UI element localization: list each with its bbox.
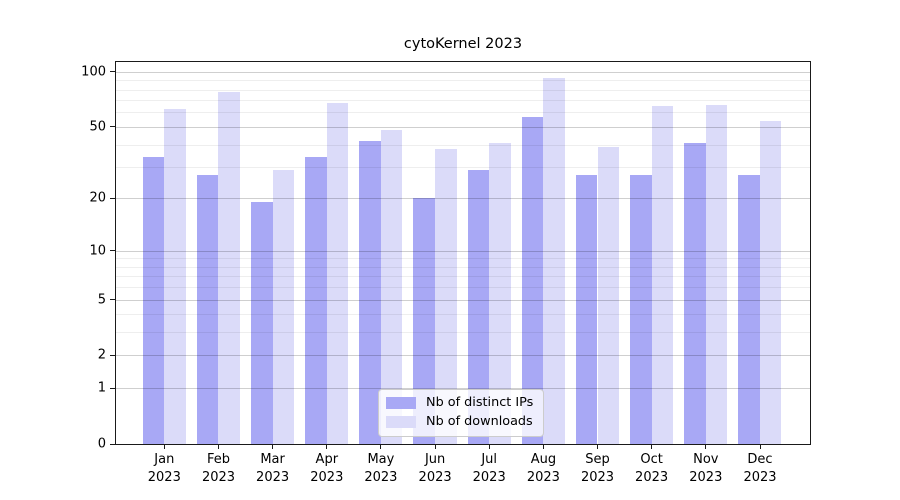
bar-downloads bbox=[597, 146, 620, 444]
x-tick-label: Jul 2023 bbox=[472, 452, 506, 485]
x-tick-mark bbox=[759, 445, 761, 449]
legend-swatch-downloads bbox=[386, 416, 416, 428]
gridline-major bbox=[116, 355, 810, 357]
bar-distinct-ips bbox=[521, 116, 544, 444]
x-tick-label: Nov 2023 bbox=[689, 452, 723, 485]
bar-distinct-ips bbox=[630, 175, 652, 444]
bar-distinct-ips bbox=[251, 202, 273, 444]
y-tick-mark bbox=[110, 354, 116, 356]
legend-item-downloads: Nb of downloads bbox=[386, 414, 533, 430]
bar-distinct-ips bbox=[467, 169, 490, 444]
x-tick-label: Aug 2023 bbox=[526, 452, 560, 485]
gridline-minor bbox=[116, 167, 810, 168]
gridline-minor bbox=[116, 89, 810, 91]
bar-downloads bbox=[435, 148, 457, 444]
bar-downloads bbox=[489, 142, 511, 444]
y-tick-mark bbox=[110, 443, 116, 445]
grid-layer bbox=[116, 62, 810, 444]
x-tick-label: Jan 2023 bbox=[147, 452, 181, 485]
gridline-minor bbox=[116, 80, 810, 82]
x-tick-mark bbox=[326, 445, 328, 449]
y-tick-label: 100 bbox=[81, 64, 106, 80]
x-tick-label: Dec 2023 bbox=[743, 452, 777, 485]
bar-downloads bbox=[272, 169, 295, 444]
bar-downloads bbox=[543, 77, 565, 444]
y-tick-label: 0 bbox=[97, 436, 106, 452]
x-tick-label: May 2023 bbox=[364, 452, 398, 485]
bar-downloads bbox=[380, 130, 403, 444]
x-tick-mark bbox=[488, 445, 490, 449]
gridline-minor bbox=[116, 314, 810, 316]
gridline-major bbox=[116, 126, 810, 128]
y-tick-mark bbox=[110, 197, 116, 199]
gridline-major bbox=[116, 250, 810, 252]
gridline-major bbox=[116, 388, 810, 390]
gridline-major bbox=[116, 198, 810, 200]
x-tick-label: Oct 2023 bbox=[635, 452, 669, 485]
legend: Nb of distinct IPs Nb of downloads bbox=[378, 389, 545, 437]
bar-downloads bbox=[218, 91, 240, 444]
gridline-minor bbox=[116, 144, 810, 146]
bar-distinct-ips bbox=[413, 198, 435, 444]
y-tick-label: 1 bbox=[97, 380, 106, 396]
bar-distinct-ips bbox=[738, 175, 760, 444]
legend-swatch-distinct-ips bbox=[386, 397, 416, 409]
x-tick-label: Sep 2023 bbox=[580, 452, 615, 485]
x-tick-mark bbox=[163, 445, 165, 449]
y-tick-label: 50 bbox=[89, 119, 106, 135]
x-tick-label: Apr 2023 bbox=[310, 452, 344, 485]
bar-downloads bbox=[705, 104, 728, 444]
y-tick-mark bbox=[110, 126, 116, 128]
gridline-minor bbox=[116, 287, 810, 289]
y-tick-label: 20 bbox=[89, 190, 106, 206]
bar-distinct-ips bbox=[305, 157, 327, 444]
bar-distinct-ips bbox=[196, 175, 219, 444]
x-tick-mark bbox=[272, 445, 274, 449]
y-tick-mark bbox=[110, 387, 116, 389]
gridline-minor bbox=[116, 258, 810, 260]
y-tick-label: 2 bbox=[97, 347, 106, 363]
bar-distinct-ips bbox=[359, 140, 381, 444]
gridline-minor bbox=[116, 332, 810, 334]
chart-title: cytoKernel 2023 bbox=[403, 36, 523, 52]
y-tick-mark bbox=[110, 250, 116, 252]
x-tick-mark bbox=[597, 445, 598, 449]
legend-label-downloads: Nb of downloads bbox=[426, 414, 533, 429]
bar-downloads bbox=[164, 108, 186, 444]
bar-downloads bbox=[326, 102, 349, 444]
x-tick-mark bbox=[380, 445, 382, 449]
bar-distinct-ips bbox=[684, 142, 706, 444]
x-tick-mark bbox=[434, 445, 436, 449]
bars-layer bbox=[116, 62, 810, 444]
x-tick-label: Feb 2023 bbox=[201, 452, 236, 485]
x-tick-mark bbox=[542, 445, 544, 449]
gridline-minor bbox=[116, 100, 810, 102]
plot-area: Nb of distinct IPs Nb of downloads bbox=[115, 61, 811, 445]
x-tick-label: Jun 2023 bbox=[418, 452, 452, 485]
gridline-major bbox=[116, 71, 810, 73]
gridline-minor bbox=[116, 276, 810, 278]
bar-downloads bbox=[651, 106, 674, 444]
bar-distinct-ips bbox=[575, 175, 598, 444]
x-tick-mark bbox=[705, 445, 707, 449]
legend-label-distinct-ips: Nb of distinct IPs bbox=[426, 395, 534, 410]
x-tick-label: Mar 2023 bbox=[256, 452, 290, 485]
gridline-major bbox=[116, 299, 810, 301]
y-tick-mark bbox=[110, 71, 116, 73]
y-tick-label: 5 bbox=[97, 292, 106, 307]
bar-downloads bbox=[759, 120, 782, 444]
bar-distinct-ips bbox=[142, 157, 165, 444]
y-tick-label: 10 bbox=[89, 243, 106, 259]
y-tick-mark bbox=[110, 299, 116, 300]
x-tick-mark bbox=[651, 445, 653, 449]
gridline-minor bbox=[116, 266, 810, 268]
x-tick-mark bbox=[218, 445, 219, 449]
legend-item-distinct-ips: Nb of distinct IPs bbox=[386, 395, 533, 411]
gridline-minor bbox=[116, 112, 810, 114]
